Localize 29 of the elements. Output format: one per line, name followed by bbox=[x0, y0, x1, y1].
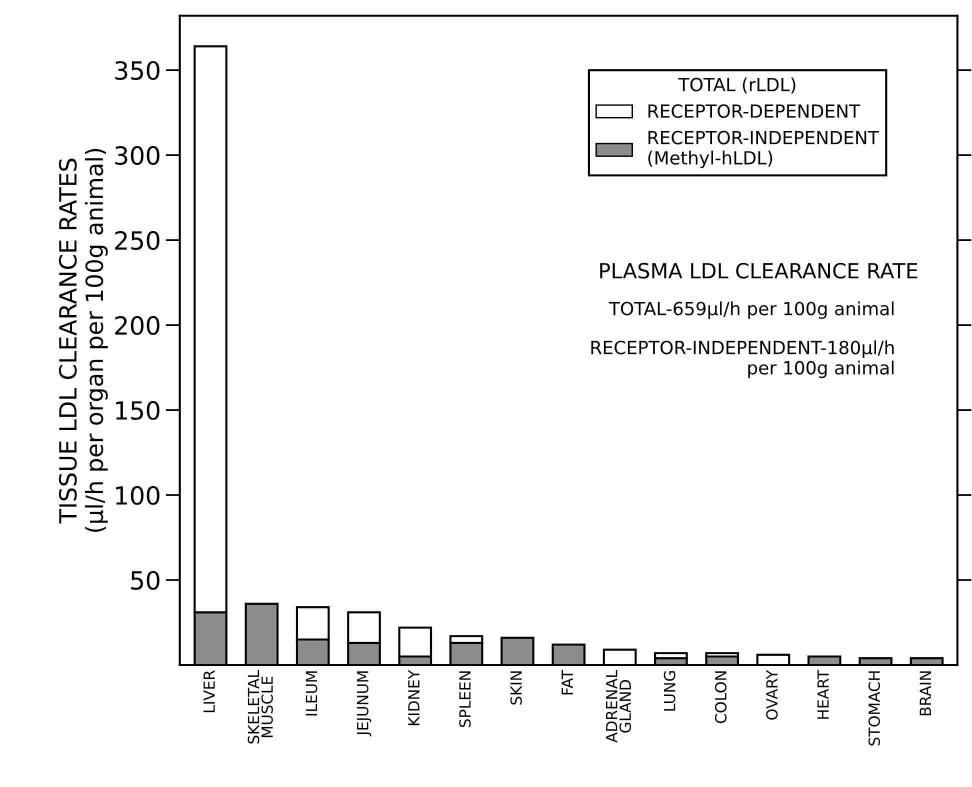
annotation: RECEPTOR-INDEPENDENT-180μl/h per 100g animal bbox=[591, 340, 894, 378]
x-tick-label: JEJUNUM bbox=[357, 671, 372, 736]
x-tick-label: SPLEEN bbox=[459, 671, 471, 728]
y-tick-label: 50 bbox=[131, 570, 160, 590]
x-tick-label: KIDNEY bbox=[408, 670, 420, 726]
x-tick-label: ILEUM bbox=[306, 671, 318, 716]
x-tick-label: STOMACH bbox=[868, 671, 880, 746]
legend-label: RECEPTOR-INDEPENDENT (Methyl-hLDL) bbox=[648, 130, 880, 168]
annotation: TOTAL-659μl/h per 100g animal bbox=[608, 301, 894, 319]
y-tick-label: 100 bbox=[116, 486, 160, 505]
x-tick-label: HEART bbox=[817, 670, 829, 719]
x-tick-label: SKIN bbox=[510, 671, 522, 705]
y-tick-label: 300 bbox=[115, 146, 160, 165]
y-tick-label: 200 bbox=[115, 316, 160, 335]
y-tick-label: 150 bbox=[116, 401, 160, 420]
y-tick-label: 250 bbox=[115, 231, 160, 250]
x-tick-label: ADRENAL GLAND bbox=[606, 670, 632, 743]
x-tick-label: LIVER bbox=[204, 670, 215, 712]
x-tick-label: BRAIN bbox=[920, 671, 931, 716]
annotation: PLASMA LDL CLEARANCE RATE bbox=[600, 262, 918, 279]
y-tick-label: 350 bbox=[115, 61, 160, 80]
y-axis-title: TISSUE LDL CLEARANCE RATES (μl/h per organ per 100g animal) bbox=[58, 148, 108, 532]
legend-title: TOTAL (rLDL) bbox=[678, 77, 796, 94]
x-tick-label: LUNG bbox=[664, 671, 676, 711]
x-tick-label: OVARY bbox=[766, 670, 778, 720]
legend-label: RECEPTOR-DEPENDENT bbox=[648, 104, 860, 118]
x-tick-label: SKELETAL MUSCLE bbox=[248, 670, 273, 744]
x-tick-label: FAT bbox=[562, 670, 573, 694]
x-tick-label: COLON bbox=[714, 671, 727, 724]
